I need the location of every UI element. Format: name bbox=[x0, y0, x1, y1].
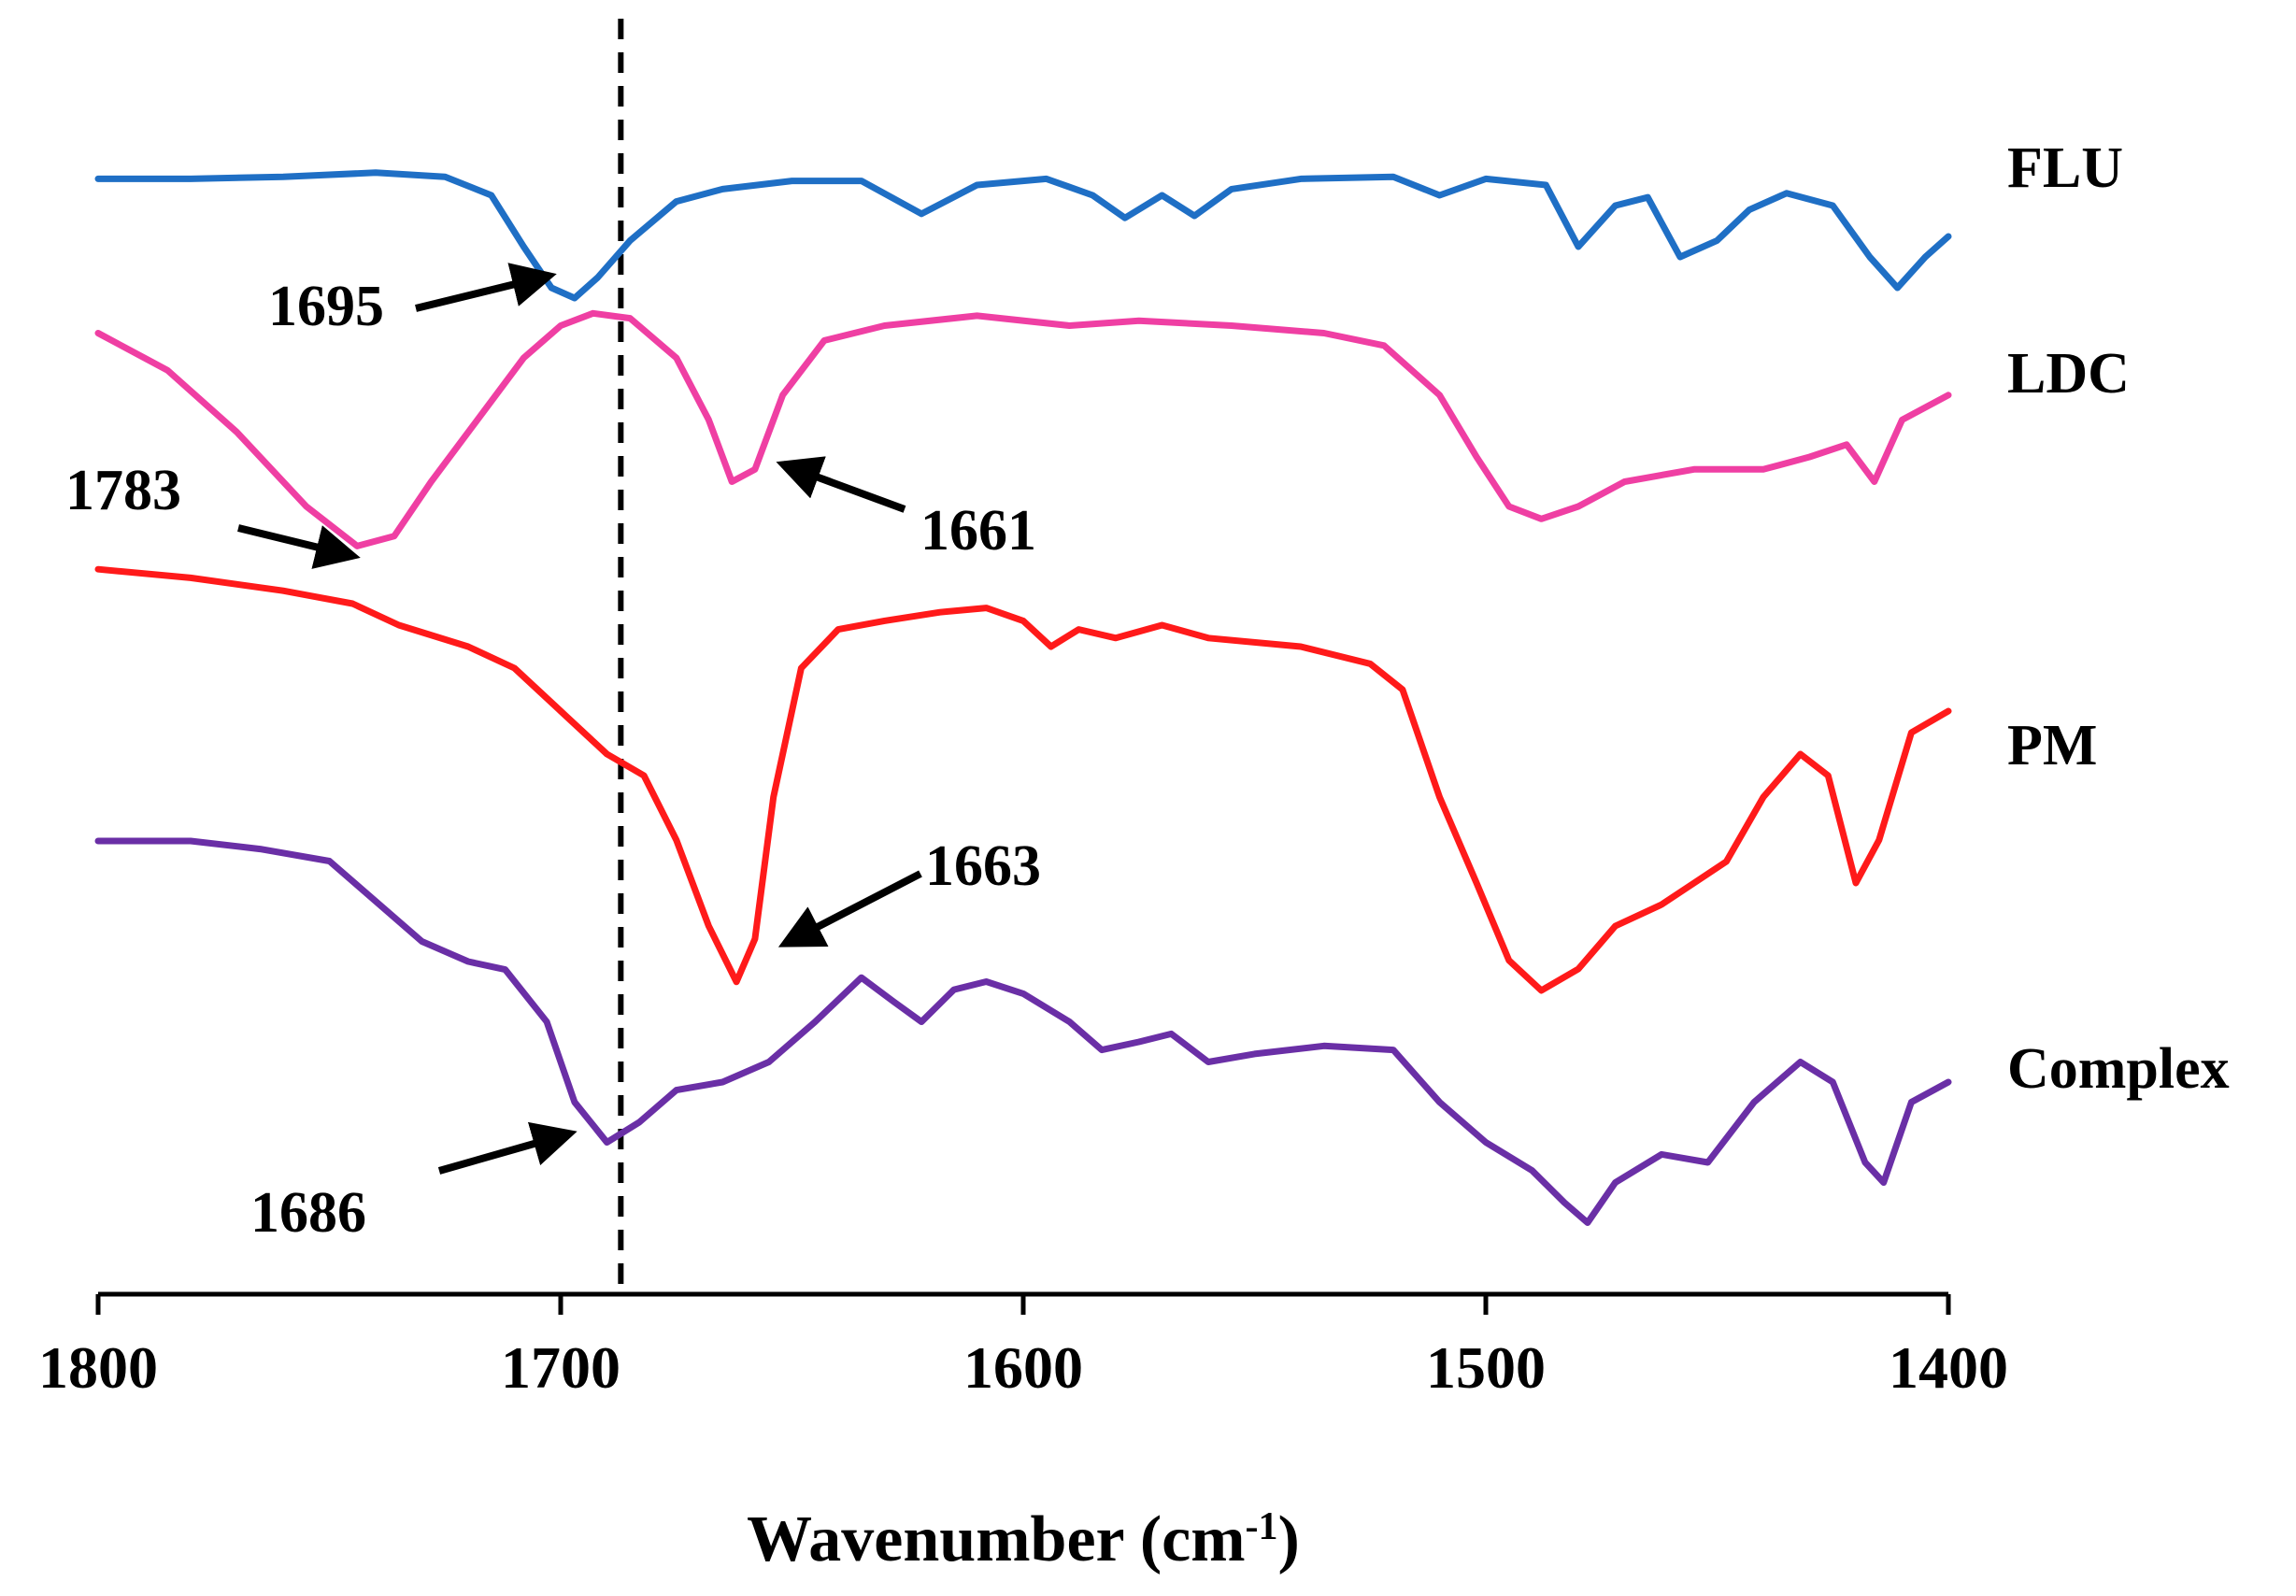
annotation-1686: 1686 bbox=[250, 1181, 366, 1245]
annotation-arrow-1663 bbox=[777, 870, 922, 948]
annotation-arrow-1661 bbox=[776, 456, 906, 513]
x-axis-title: Wavenumber (cm-1) bbox=[747, 1503, 1300, 1575]
series-line-complex bbox=[94, 837, 1952, 1226]
series-line-pm bbox=[94, 565, 1952, 994]
annotation-1783: 1783 bbox=[65, 459, 181, 522]
x-axis-title-sup: -1 bbox=[1246, 1505, 1278, 1548]
annotation-arrow-1695 bbox=[415, 263, 557, 312]
annotation-1695: 1695 bbox=[268, 275, 384, 338]
series-line-ldc bbox=[94, 309, 1952, 549]
series-label-pm: PM bbox=[2007, 714, 2097, 777]
series-label-flu: FLU bbox=[2007, 136, 2123, 200]
annotation-arrow-1783 bbox=[237, 524, 361, 569]
x-tick-label-1800: 1800 bbox=[38, 1334, 158, 1401]
annotation-1663: 1663 bbox=[925, 834, 1041, 898]
x-tick-label-1500: 1500 bbox=[1426, 1334, 1546, 1401]
series-label-complex: Complex bbox=[2007, 1037, 2230, 1101]
series-label-ldc: LDC bbox=[2007, 342, 2130, 406]
annotation-1661: 1661 bbox=[920, 499, 1036, 563]
x-tick-label-1700: 1700 bbox=[501, 1334, 620, 1401]
x-tick-label-1600: 1600 bbox=[963, 1334, 1083, 1401]
x-axis-ticks: 1800 1700 1600 1500 1400 bbox=[38, 1294, 2008, 1401]
annotation-arrow-1686 bbox=[437, 1121, 578, 1175]
x-tick-label-1400: 1400 bbox=[1889, 1334, 2008, 1401]
